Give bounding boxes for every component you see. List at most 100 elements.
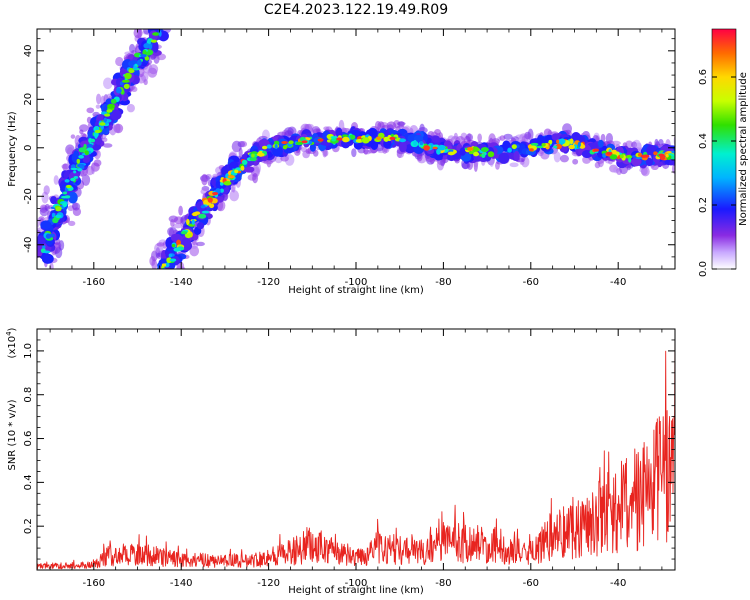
spectrogram-band-blob — [244, 166, 255, 173]
spectrogram-core-blob — [51, 212, 56, 218]
spectrogram-band-blob — [50, 196, 57, 205]
spectrogram-core-blob — [223, 181, 232, 186]
spectrogram-core-blob — [666, 150, 672, 154]
spectrogram-core-blob — [119, 81, 124, 86]
spectrogram-x-tick-label: -120 — [257, 277, 280, 288]
spectrogram-core-blob — [530, 142, 539, 146]
spectrogram-core-blob — [123, 83, 130, 89]
snr-x-tick-label: -140 — [170, 578, 193, 589]
spectrogram-halo-blob — [195, 241, 205, 247]
spectrogram-core-blob — [511, 144, 517, 150]
spectrogram-core-blob — [555, 143, 562, 150]
spectrogram-core-blob — [70, 177, 76, 182]
spectrogram-core-blob — [558, 138, 566, 145]
spectrogram-halo-blob — [559, 154, 569, 163]
spectrogram-halo-blob — [654, 138, 659, 147]
spectrogram-halo-blob — [675, 147, 679, 151]
spectrogram-halo-blob — [509, 162, 519, 168]
spectrogram-halo-blob — [611, 140, 621, 146]
spectrogram-core-blob — [219, 188, 224, 193]
spectrogram-core-blob — [70, 167, 79, 171]
spectrogram-halo-blob — [23, 256, 33, 267]
snr-panel: -160 -140 -120 -100 -80 -60 -40 0.2 0.4 0.6 0.8 1.… — [5, 327, 676, 596]
spectrogram-halo-blob — [305, 148, 312, 154]
spectrogram-halo-blob — [672, 163, 675, 175]
snr-series-line — [37, 329, 675, 570]
spectrogram-core-blob — [282, 145, 288, 150]
spectrogram-halo-blob — [95, 104, 101, 109]
spectrogram-halo-blob — [131, 86, 138, 93]
spectrogram-halo-blob — [634, 142, 642, 150]
colorbar-tick-label: 0.6 — [698, 69, 709, 85]
spectrogram-core-blob — [602, 153, 607, 158]
spectrogram-halo-blob — [499, 135, 506, 141]
spectrogram-core-blob — [110, 98, 117, 104]
spectrogram-core-blob — [76, 158, 80, 164]
spectrogram-core-blob — [288, 140, 294, 145]
spectrogram-core-blob — [579, 144, 586, 149]
spectrogram-band-blob — [631, 157, 642, 167]
spectrogram-core-blob — [573, 143, 578, 150]
spectrogram-halo-blob — [572, 158, 579, 165]
spectrogram-core-blob — [133, 66, 138, 70]
spectrogram-core-blob — [191, 218, 195, 225]
spectrogram-peak-blob — [317, 138, 324, 142]
spectrogram-halo-blob — [461, 162, 471, 169]
spectrogram-halo-blob — [524, 131, 532, 140]
spectrogram-halo-blob — [93, 159, 102, 167]
snr-x-ticks: -160 -140 -120 -100 -80 -60 -40 — [49, 329, 663, 589]
spectrogram-halo-blob — [465, 133, 474, 142]
spectrogram-peak-blob — [658, 153, 665, 157]
spectrogram-halo-blob — [81, 174, 91, 186]
spectrogram-halo-blob — [170, 219, 175, 227]
spectrogram-x-ticks: -160 -140 -120 -100 -80 -60 -40 — [49, 29, 663, 288]
spectrogram-peak-blob — [336, 137, 343, 141]
spectrogram-core-blob — [553, 145, 558, 148]
spectrogram-core-blob — [349, 134, 356, 140]
spectrogram-halo-blob — [72, 207, 82, 216]
spectrogram-peak-blob — [128, 69, 135, 73]
spectrogram-band-blob — [597, 139, 604, 148]
spectrogram-core-blob — [541, 142, 546, 147]
spectrogram-core-blob — [635, 156, 643, 160]
spectrogram-band-blob — [399, 141, 407, 153]
spectrogram-core-blob — [161, 263, 167, 267]
snr-multiplier-base: (x10 — [7, 336, 18, 359]
spectrogram-band-blob — [105, 98, 113, 105]
spectrogram-core-blob — [251, 153, 255, 158]
spectrogram-core-blob — [42, 250, 51, 254]
spectrogram-band-blob — [82, 155, 91, 164]
snr-x-tick-label: -120 — [257, 578, 280, 589]
spectrogram-y-tick-label: 40 — [23, 44, 34, 57]
spectrogram-halo-blob — [156, 242, 165, 247]
spectrogram-halo-blob — [96, 93, 102, 105]
spectrogram-core-blob — [207, 197, 213, 203]
spectrogram-halo-blob — [229, 189, 240, 202]
spectrogram-band-blob — [513, 150, 520, 162]
snr-y-axis-label: SNR (10 * v/v) — [7, 399, 18, 470]
spectrogram-core-blob — [121, 79, 130, 83]
spectrogram-halo-blob — [157, 20, 164, 28]
colorbar-tick-label: 0.0 — [698, 261, 709, 277]
spectrogram-core-blob — [60, 195, 68, 199]
spectrogram-band-blob — [152, 41, 159, 53]
spectrogram-x-tick-label: -60 — [523, 277, 539, 288]
spectrogram-core-blob — [361, 137, 370, 144]
spectrogram-core-blob — [447, 151, 455, 156]
spectrogram-peak-blob — [212, 192, 219, 196]
spectrogram-core-blob — [200, 204, 206, 209]
spectrogram-peak-blob — [55, 206, 62, 211]
spectrogram-core-blob — [124, 72, 132, 80]
spectrogram-peak-blob — [65, 184, 72, 189]
spectrogram-peak-blob — [643, 154, 650, 158]
spectrogram-core-blob — [219, 181, 224, 186]
snr-x-tick-label: -60 — [523, 578, 539, 589]
colorbar-gradient — [711, 28, 737, 270]
snr-y-tick-label: 1.0 — [23, 343, 34, 359]
spectrogram-band-blob — [272, 145, 283, 157]
spectrogram-core-blob — [166, 257, 172, 263]
spectrogram-halo-blob — [149, 256, 156, 266]
spectrogram-y-tick-label: 20 — [23, 93, 34, 106]
spectrogram-peak-blob — [104, 113, 111, 117]
spectrogram-x-tick-label: -160 — [82, 277, 105, 288]
